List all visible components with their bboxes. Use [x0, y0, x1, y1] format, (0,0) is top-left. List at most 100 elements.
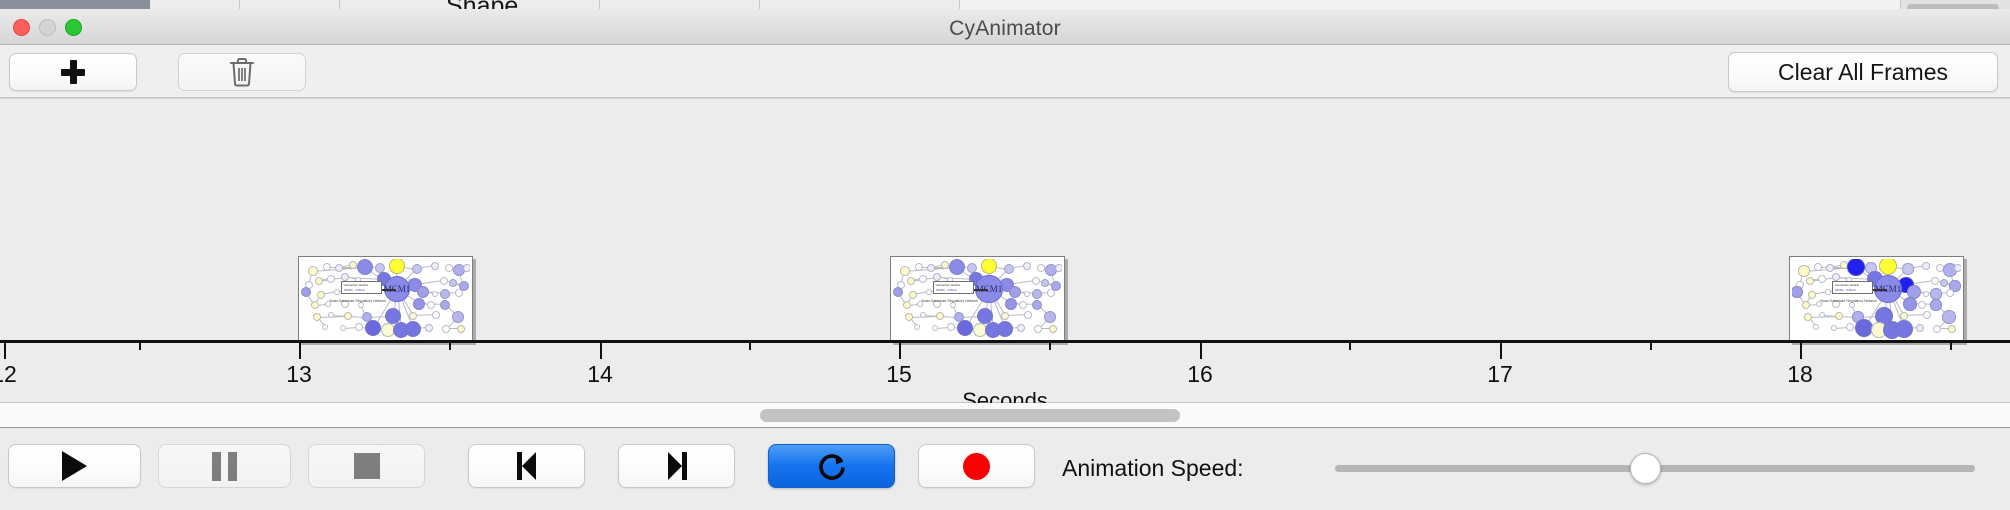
network-node: [327, 275, 335, 283]
network-node: [1932, 324, 1942, 334]
network-node: [1922, 290, 1930, 298]
network-node: [427, 301, 435, 309]
keyframe-1[interactable]: MCM1 Interaction Details MCM1 - STE12 Yeast…: [298, 256, 473, 342]
network-node: [1949, 280, 1961, 292]
network-node: [463, 264, 470, 272]
network-node: [1818, 311, 1826, 319]
network-node: [1930, 276, 1940, 286]
network-node: [1895, 320, 1913, 338]
axis-tick-minor: [1950, 340, 1952, 350]
title-bar: CyAnimator: [0, 9, 2010, 45]
network-node: [1016, 323, 1026, 333]
axis-tick-label: 18: [1787, 361, 1813, 387]
network-node: [1903, 297, 1917, 311]
network-node: [976, 307, 994, 325]
stop-button[interactable]: [308, 444, 425, 488]
skip-forward-icon: [662, 452, 692, 480]
network-node: [452, 311, 464, 323]
network-node: [925, 288, 933, 296]
network-node: [417, 286, 429, 298]
axis-tick-label: 16: [1187, 361, 1213, 387]
timeline-scrollbar-thumb[interactable]: [760, 409, 1180, 422]
close-button[interactable]: [13, 19, 30, 36]
timeline-scrollbar[interactable]: [0, 403, 2010, 428]
network-node: [980, 259, 998, 275]
network-node: [325, 301, 331, 307]
pause-button[interactable]: [158, 444, 291, 488]
skip-back-button[interactable]: [468, 444, 585, 488]
network-node: [1847, 259, 1865, 276]
axis-tick-label: 14: [587, 361, 613, 387]
network-node: [1815, 300, 1823, 308]
network-node: [918, 274, 928, 284]
network-tooltip: Interaction Details MCM1 - STE12: [1832, 281, 1873, 294]
timeline-panel[interactable]: MCM1 Interaction Details MCM1 - STE12 Yeast…: [0, 98, 2010, 413]
network-node: [1031, 288, 1043, 300]
network-node: [457, 325, 465, 333]
animation-speed-slider[interactable]: [1335, 453, 1975, 484]
network-node: [349, 261, 357, 269]
network-node: [334, 289, 340, 295]
axis-tick-major: [1200, 340, 1202, 359]
network-node: [432, 311, 440, 319]
network-tooltip-pointer: [974, 289, 988, 291]
delete-frame-button[interactable]: [178, 53, 306, 91]
network-tooltip-line: MCM1 - STE12: [936, 287, 957, 292]
add-frame-button[interactable]: [9, 53, 137, 91]
network-node: [926, 263, 936, 273]
network-node: [1922, 310, 1932, 320]
network-node: [1825, 263, 1835, 273]
network-node: [328, 312, 334, 318]
network-node: [1947, 324, 1957, 334]
record-button[interactable]: [918, 444, 1035, 488]
network-node: [932, 299, 942, 309]
network-node: [904, 312, 914, 322]
network-node: [1812, 323, 1820, 331]
network-node: [1930, 288, 1942, 300]
network-tooltip: Interaction Details MCM1 - STE12: [341, 281, 382, 294]
axis-tick-label: 15: [886, 361, 912, 387]
network-node: [1054, 263, 1062, 273]
network-node: [323, 263, 331, 271]
network-node: [442, 325, 450, 333]
network-caption: Yeast Galactose Regulatory Network: [329, 299, 387, 303]
network-node: [459, 281, 469, 291]
keyframe-3[interactable]: MCM1 Interaction Details MCM1 - STE12 Yeast…: [1789, 256, 1964, 342]
axis-tick-major: [1800, 340, 1802, 359]
network-node: [1942, 310, 1956, 324]
timeline-axis: 12 13 14 15 16 17 18: [0, 340, 2010, 387]
axis-tick-minor: [139, 340, 141, 350]
network-node: [445, 264, 453, 272]
network-node: [455, 289, 463, 297]
zoom-button[interactable]: [65, 19, 82, 36]
axis-tick-minor: [1049, 340, 1051, 350]
skip-fwd-button[interactable]: [618, 444, 735, 488]
network-node: [341, 273, 349, 281]
network-node: [425, 324, 433, 332]
keyframe-thumbnail: MCM1 Interaction Details MCM1 - STE12 Yeast…: [1792, 259, 1961, 339]
clear-all-frames-button[interactable]: Clear All Frames: [1728, 52, 1998, 92]
cyanimator-window: CyAnimator Clear All Frames MCM1 Interact…: [0, 9, 2010, 510]
axis-tick-minor: [1650, 340, 1652, 350]
axis-tick-major: [299, 340, 301, 359]
loop-button[interactable]: [768, 444, 895, 488]
keyframe-2[interactable]: MCM1 Interaction Details MCM1 - STE12 Yeast…: [890, 256, 1065, 342]
network-node: [431, 262, 439, 270]
network-node: [948, 259, 966, 276]
network-node: [340, 325, 346, 331]
trash-icon: [230, 58, 254, 87]
network-node: [1022, 261, 1032, 271]
network-node: [1848, 301, 1856, 309]
network-node: [341, 300, 349, 308]
slider-thumb[interactable]: [1630, 453, 1661, 484]
axis-tick-label: 13: [286, 361, 312, 387]
network-node: [317, 291, 325, 299]
play-button[interactable]: [8, 444, 141, 488]
network-node: [919, 311, 927, 319]
play-icon: [62, 451, 87, 481]
network-node: [358, 302, 364, 308]
network-node: [409, 312, 417, 320]
minimize-button[interactable]: [39, 19, 56, 36]
network-node: [1824, 288, 1832, 296]
network-node: [1046, 288, 1056, 298]
